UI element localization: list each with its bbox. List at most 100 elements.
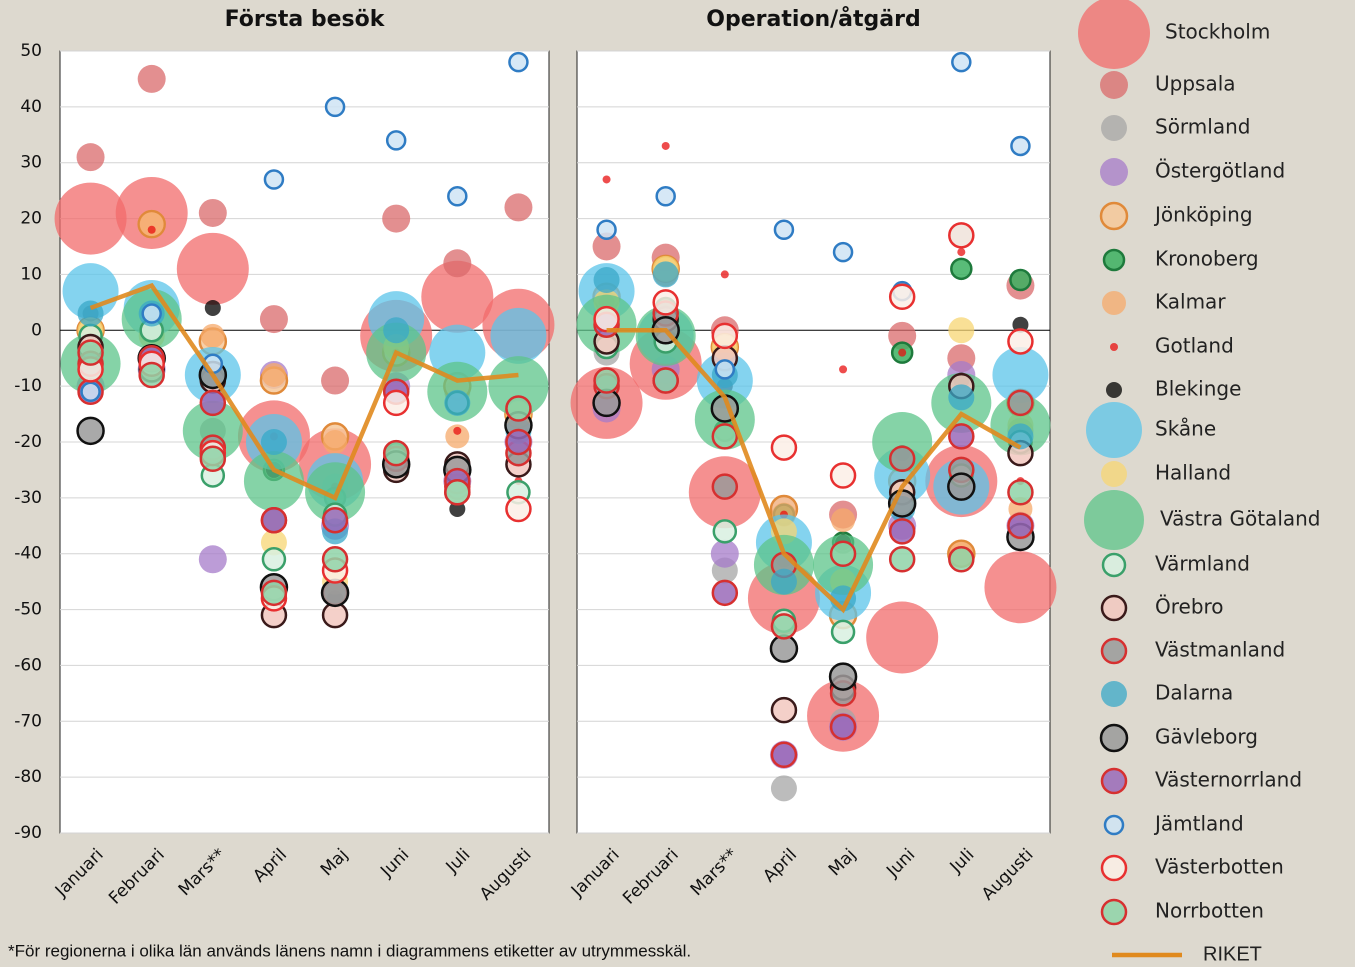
legend-label: Uppsala: [1155, 72, 1236, 96]
bubble: [421, 260, 494, 333]
bubble: [260, 579, 288, 607]
bubble: [490, 307, 547, 364]
bubble: [321, 366, 350, 395]
bubble: [444, 479, 471, 506]
y-tick-label: 0: [31, 320, 42, 340]
bubble: [505, 428, 532, 456]
bubble: [711, 473, 739, 500]
bubble: [176, 232, 249, 305]
bubble: [773, 219, 795, 240]
bubble: [593, 367, 620, 394]
legend-label: Värmland: [1155, 552, 1250, 576]
legend-label: Norrbotten: [1155, 899, 1264, 923]
bubble: [323, 430, 348, 454]
bubble: [831, 508, 856, 533]
bubble: [76, 416, 105, 446]
bubble: [198, 198, 227, 227]
bubble: [1009, 268, 1032, 292]
bubble: [504, 193, 533, 222]
bubble: [888, 283, 916, 311]
bubble: [652, 261, 679, 288]
legend-label: Stockholm: [1165, 20, 1270, 44]
legend-label: Kalmar: [1155, 290, 1226, 314]
legend-swatch: [1100, 854, 1128, 882]
y-tick-label: -40: [14, 544, 42, 564]
bubble: [839, 365, 848, 374]
legend-label: Dalarna: [1155, 681, 1233, 705]
bubble: [260, 506, 288, 534]
bubble: [147, 225, 156, 234]
legend-label: Västra Götaland: [1160, 507, 1321, 531]
legend-label: Västernorrland: [1155, 768, 1302, 792]
bubble: [866, 601, 939, 674]
bubble: [443, 249, 472, 278]
bubble: [505, 395, 532, 422]
footnote: *För regionerna i olika län används läne…: [8, 941, 691, 960]
bubble: [1012, 316, 1029, 333]
y-tick-label: -50: [14, 600, 42, 620]
legend-swatch: [1086, 402, 1142, 458]
y-tick-label: -70: [14, 711, 42, 731]
bubble: [655, 185, 676, 207]
bubble: [830, 619, 856, 645]
bubble: [710, 539, 739, 568]
chart-title: Operation/åtgärd: [706, 6, 921, 32]
bubble: [888, 321, 917, 350]
bubble: [770, 434, 798, 461]
y-tick-label: -20: [14, 432, 42, 452]
bubble: [383, 317, 410, 344]
bubble: [661, 141, 670, 150]
legend-swatch: [1101, 552, 1127, 578]
bubble: [137, 64, 166, 93]
bubble: [488, 356, 549, 417]
chart-title: Första besök: [225, 7, 386, 32]
legend-label: Västmanland: [1155, 638, 1285, 662]
bubble: [1007, 328, 1034, 355]
bubble: [888, 546, 916, 573]
legend-swatch: [1099, 201, 1129, 231]
bubble: [828, 662, 858, 691]
bubble: [1007, 389, 1034, 417]
bubble: [182, 400, 243, 461]
legend-label: Sörmland: [1155, 115, 1250, 139]
bubble: [382, 204, 411, 233]
bubble: [260, 429, 287, 455]
legend-swatch: [1099, 723, 1129, 753]
riket-line: [89, 282, 519, 501]
bubble: [453, 426, 462, 435]
legend-swatch: [1102, 291, 1126, 315]
bubble: [984, 551, 1057, 624]
bubble: [652, 367, 679, 394]
bubble: [596, 219, 617, 240]
legend-label: RIKET: [1203, 943, 1262, 965]
bubble: [951, 51, 972, 73]
legend-swatch: [1078, 0, 1150, 69]
bubble: [321, 546, 349, 573]
y-tick-label: -60: [14, 655, 42, 675]
y-tick-label: 50: [20, 41, 42, 61]
bubble: [720, 270, 729, 279]
legend-label: Kronoberg: [1155, 247, 1259, 271]
bubble: [829, 462, 857, 489]
bubble: [714, 359, 736, 380]
bubble: [382, 389, 410, 417]
bubble: [243, 451, 304, 512]
bubble: [76, 143, 105, 172]
bubble: [593, 267, 620, 294]
bubble: [947, 472, 976, 501]
bubble: [770, 775, 797, 802]
legend-label: Jämtland: [1153, 812, 1244, 836]
bubble: [77, 339, 104, 366]
y-tick-label: -10: [14, 376, 42, 396]
bubble: [888, 445, 916, 473]
bubble: [259, 305, 288, 334]
bubble: [54, 182, 127, 255]
bubble: [948, 222, 975, 249]
legend-label: Jönköping: [1153, 203, 1253, 227]
bubble: [508, 51, 529, 73]
bubble: [770, 613, 798, 640]
bubble: [592, 232, 621, 261]
legend-label: Östergötland: [1155, 159, 1285, 183]
legend-swatch: [1100, 594, 1128, 622]
